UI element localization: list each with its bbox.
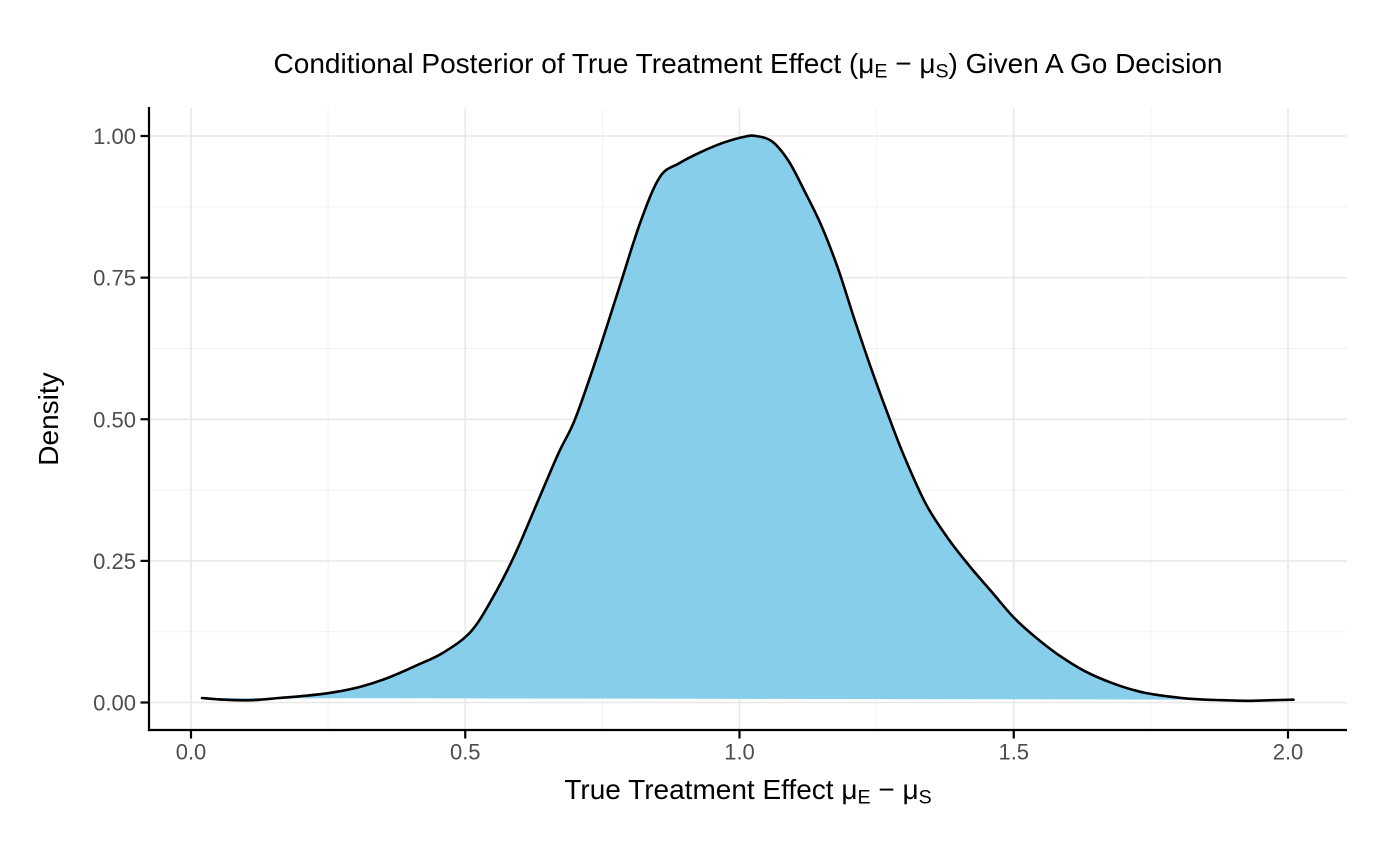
x-axis-title-text: True Treatment Effect μ	[564, 774, 858, 805]
x-axis-title-mid: − μ	[870, 774, 919, 805]
y-tick-label: 0.25	[93, 549, 136, 574]
y-tick-label: 0.75	[93, 266, 136, 291]
density-area-fill	[202, 135, 1294, 701]
x-axis-title: True Treatment Effect μE − μS	[149, 774, 1347, 810]
y-tick-label: 0.50	[93, 407, 136, 432]
plot-title-sub-e: E	[874, 60, 888, 83]
plot-title-suffix: ) Given A Go Decision	[948, 48, 1223, 79]
density-curve	[200, 134, 1295, 703]
plot-title-sub-s: S	[935, 60, 949, 83]
y-axis-title: Density	[33, 372, 64, 466]
plot-title-mid: − μ	[887, 48, 936, 79]
plot-title-text: Conditional Posterior of True Treatment …	[273, 48, 875, 79]
plot-title: Conditional Posterior of True Treatment …	[149, 48, 1347, 84]
x-axis-title-sub-s: S	[918, 786, 932, 809]
tick-labels: 0.0 0.5 1.0 1.5 2.0 0.00 0.25 0.50 0.75 1.00	[93, 124, 1303, 765]
x-tick-label: 0.5	[450, 740, 481, 765]
y-tick-label: 0.00	[93, 691, 136, 716]
x-axis-title-sub-e: E	[857, 786, 871, 809]
x-tick-label: 1.0	[724, 740, 755, 765]
axis-ticks	[140, 134, 1290, 739]
y-tick-label: 1.00	[93, 124, 136, 149]
x-tick-label: 1.5	[998, 740, 1029, 765]
x-tick-label: 2.0	[1273, 740, 1304, 765]
x-tick-label: 0.0	[176, 740, 207, 765]
